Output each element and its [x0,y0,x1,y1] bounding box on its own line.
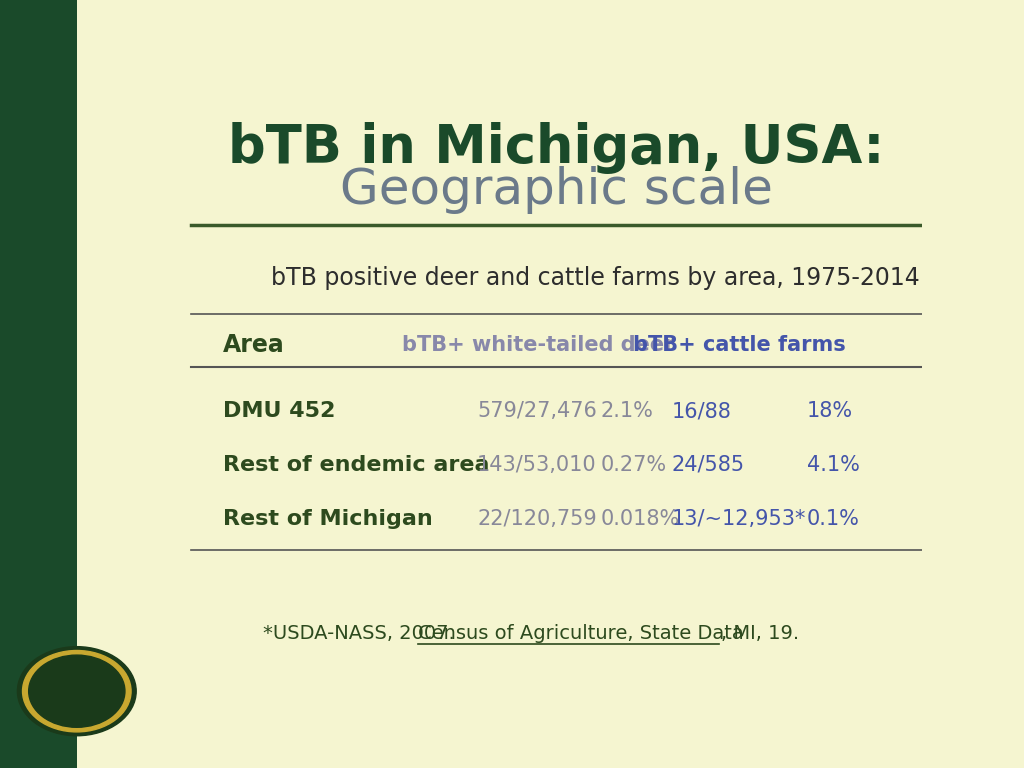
Text: 0.1%: 0.1% [807,509,859,529]
Text: Rest of endemic area: Rest of endemic area [223,455,489,475]
Text: bTB positive deer and cattle farms by area, 1975-2014: bTB positive deer and cattle farms by ar… [270,266,920,290]
Text: DMU 452: DMU 452 [223,402,336,422]
Text: Census of Agriculture, State Data: Census of Agriculture, State Data [418,624,743,643]
Text: bTB in Michigan, USA:: bTB in Michigan, USA: [228,122,885,174]
Text: 22/120,759: 22/120,759 [477,509,597,529]
Text: *USDA-NASS, 2007.: *USDA-NASS, 2007. [263,624,467,643]
Text: 2.1%: 2.1% [600,402,653,422]
Text: RESOURCES: RESOURCES [60,717,93,722]
Text: Area: Area [223,333,285,356]
Text: 0.018%: 0.018% [600,509,680,529]
Text: Geographic scale: Geographic scale [340,166,773,214]
Text: 0.27%: 0.27% [600,455,667,475]
Text: bTB+ cattle farms: bTB+ cattle farms [633,335,846,355]
Text: 143/53,010: 143/53,010 [477,455,597,475]
Text: 4.1%: 4.1% [807,455,859,475]
Text: Rest of Michigan: Rest of Michigan [223,509,433,529]
Text: 13/~12,953*: 13/~12,953* [672,509,806,529]
Text: 16/88: 16/88 [672,402,731,422]
Text: , MI, 19.: , MI, 19. [721,624,799,643]
Text: 24/585: 24/585 [672,455,744,475]
Text: DNR: DNR [58,680,95,695]
Text: 579/27,476: 579/27,476 [477,402,597,422]
Text: DEPARTMENT OF NATURAL: DEPARTMENT OF NATURAL [40,664,114,669]
Text: MICHIGAN: MICHIGAN [58,708,95,713]
Text: bTB+ white-tailed deer: bTB+ white-tailed deer [402,335,675,355]
Text: 18%: 18% [807,402,853,422]
